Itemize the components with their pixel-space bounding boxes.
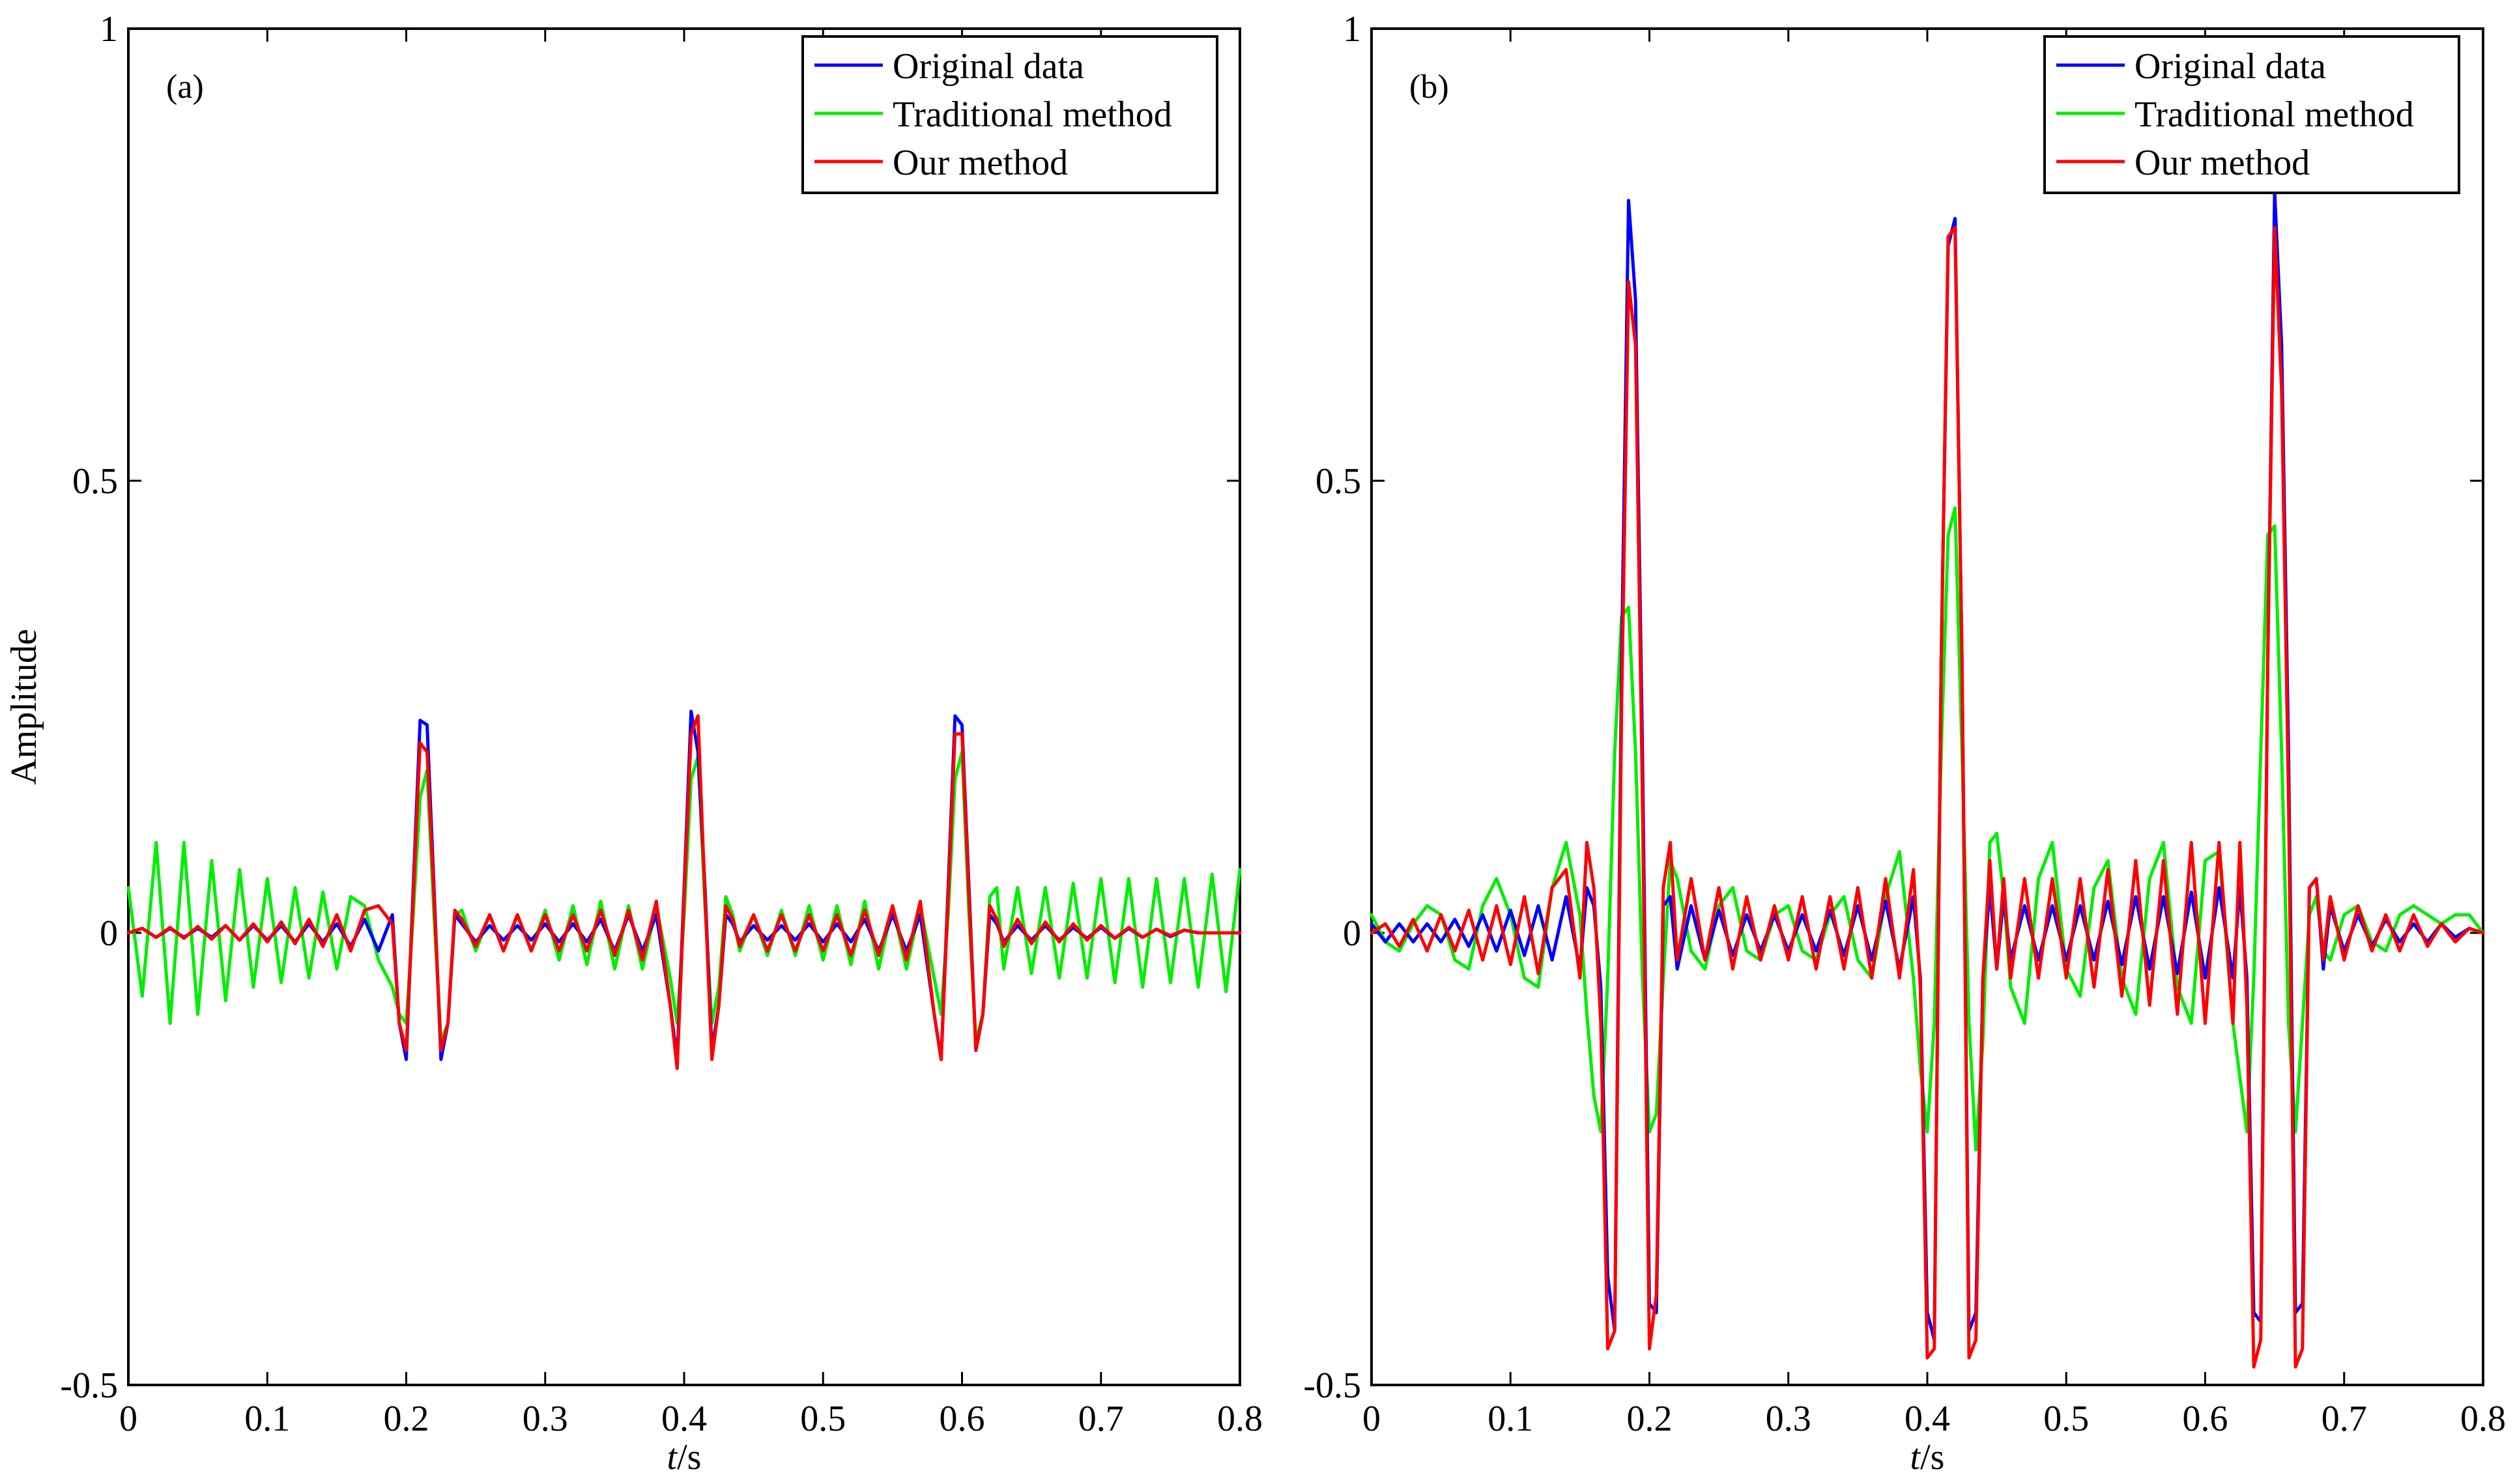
y-tick-label: 0.5 xyxy=(1315,461,1361,502)
y-tick-label: 0.5 xyxy=(72,461,118,502)
legend: Original data Traditional method Our met… xyxy=(2043,35,2460,194)
x-tick-label: 0.1 xyxy=(244,1399,290,1439)
legend-label: Traditional method xyxy=(893,94,1172,135)
x-tick-labels: 0 0.1 0.2 0.3 0.4 0.5 0.6 0.7 0.8 xyxy=(1362,1399,2506,1439)
legend-label: Traditional method xyxy=(2134,94,2414,135)
x-tick-label: 0.3 xyxy=(1766,1399,1811,1439)
x-axis-title-variable: t xyxy=(667,1437,678,1477)
x-tick-label: 0 xyxy=(1362,1399,1381,1439)
x-tick-label: 0.4 xyxy=(661,1399,707,1439)
x-tick-label: 0.2 xyxy=(384,1399,429,1439)
y-tick-labels: -0.5 0 0.5 1 xyxy=(60,9,118,1406)
panel-label: (b) xyxy=(1409,68,1449,106)
panel-a: 0 0.1 0.2 0.3 0.4 0.5 0.6 0.7 0.8 -0.500.51 (a) … xyxy=(4,9,1263,1477)
legend-label: Original data xyxy=(893,46,1084,87)
x-axis-title: t/s xyxy=(1910,1437,1945,1477)
x-tick-label: 0.4 xyxy=(1904,1399,1950,1439)
x-tick-label: 0 xyxy=(119,1399,137,1439)
legend-entry: Our method xyxy=(814,143,1068,183)
x-tick-label: 0.6 xyxy=(2183,1399,2228,1439)
series-lines xyxy=(1370,190,2485,1369)
series-line-our-method xyxy=(126,714,1242,1070)
x-axis-title-unit: /s xyxy=(677,1437,701,1477)
y-tick-labels: -0.5 0 0.5 1 xyxy=(1303,9,1361,1406)
x-tick-label: 0.5 xyxy=(800,1399,846,1439)
y-tick-label: 0 xyxy=(100,913,118,954)
panel-label: (a) xyxy=(166,68,204,106)
x-tick-label: 0.5 xyxy=(2043,1399,2089,1439)
y-tick-label: 0 xyxy=(1343,913,1361,954)
legend-label: Original data xyxy=(2134,46,2326,87)
y-tick-label: -0.5 xyxy=(1303,1365,1361,1406)
y-tick-label: -0.5 xyxy=(60,1365,118,1406)
series-line-our-method xyxy=(1370,225,2485,1369)
panel-b: 0 0.1 0.2 0.3 0.4 0.5 0.6 0.7 0.8 -0.500.51 (b) … xyxy=(1303,9,2506,1477)
y-tick-label: 1 xyxy=(100,9,118,50)
x-axis-title-unit: /s xyxy=(1920,1437,1944,1477)
x-tick-label: 0.2 xyxy=(1627,1399,1673,1439)
y-tick-label: 1 xyxy=(1343,9,1361,50)
legend-entry: Traditional method xyxy=(2056,94,2414,135)
x-axis-title-variable: t xyxy=(1910,1437,1921,1477)
x-tick-label: 0.8 xyxy=(2460,1399,2506,1439)
legend: Original data Traditional method Our met… xyxy=(801,35,1218,194)
x-tick-label: 0.7 xyxy=(2321,1399,2367,1439)
x-tick-label: 0.3 xyxy=(523,1399,568,1439)
series-line-traditional-method xyxy=(1370,506,2485,1152)
legend-entry: Our method xyxy=(2056,143,2310,183)
x-tick-label: 0.1 xyxy=(1487,1399,1533,1439)
legend-label: Our method xyxy=(893,143,1068,183)
x-tick-label: 0.6 xyxy=(940,1399,985,1439)
x-tick-labels: 0 0.1 0.2 0.3 0.4 0.5 0.6 0.7 0.8 xyxy=(119,1399,1263,1439)
series-lines xyxy=(126,709,1242,1070)
series-line-traditional-method xyxy=(126,750,1242,1044)
legend-entry: Original data xyxy=(2056,46,2326,87)
legend-entry: Traditional method xyxy=(814,94,1172,135)
legend-label: Our method xyxy=(2134,143,2310,183)
x-axis-title: t/s xyxy=(667,1437,702,1477)
x-tick-label: 0.7 xyxy=(1078,1399,1124,1439)
legend-entry: Original data xyxy=(814,46,1084,87)
x-tick-label: 0.8 xyxy=(1217,1399,1263,1439)
y-axis-title: Amplitude xyxy=(4,629,44,785)
